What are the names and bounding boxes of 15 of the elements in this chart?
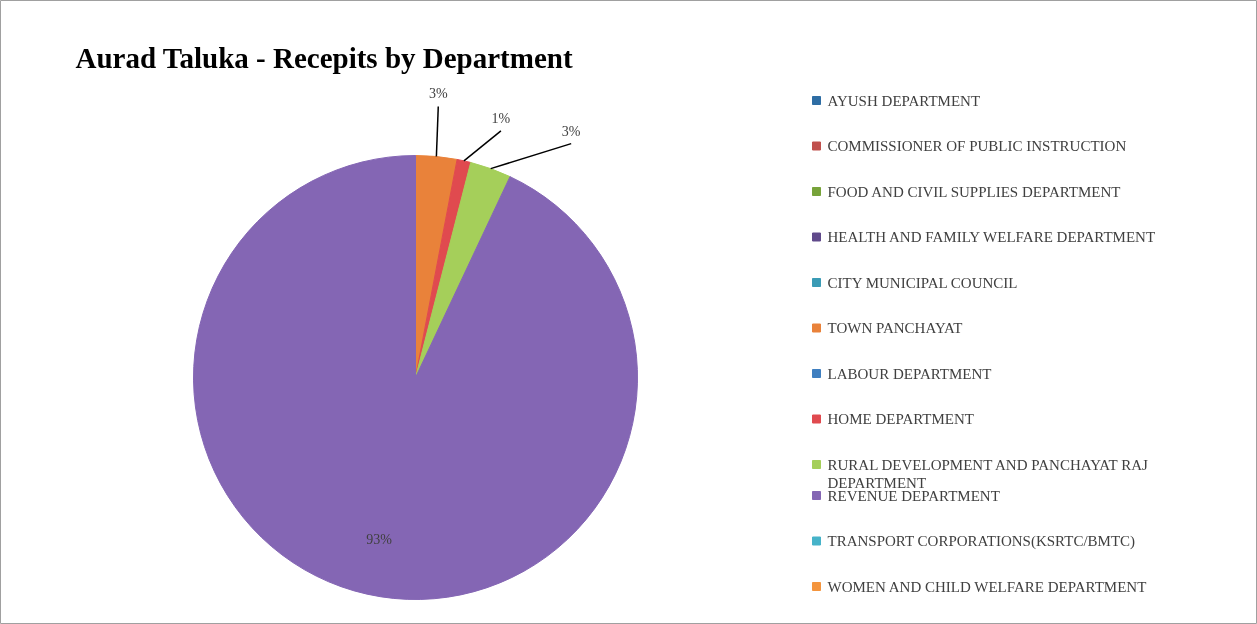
legend-label: HOME DEPARTMENT: [827, 411, 974, 427]
legend-label: LABOUR DEPARTMENT: [827, 365, 992, 382]
legend-label: COMMISSIONER OF PUBLIC INSTRUCTION: [827, 138, 1127, 154]
legend-label: WOMEN AND CHILD WELFARE DEPARTMENT: [827, 578, 1147, 595]
legend-label: CITY MUNICIPAL COUNCIL: [827, 274, 1018, 291]
chart-title: Aurad Taluka - Recepits by Department: [75, 41, 573, 74]
data-label: 3%: [428, 86, 448, 102]
data-label: 93%: [366, 532, 393, 548]
legend-label: TRANSPORT CORPORATIONS(KSRTC/BMTC): [827, 533, 1136, 550]
legend-label: AYUSH DEPARTMENT: [827, 92, 981, 109]
legend-label: FOOD AND CIVIL SUPPLIES DEPARTMENT: [827, 183, 1121, 200]
data-label: 1%: [491, 110, 511, 126]
data-label: 3%: [561, 123, 581, 139]
legend-label: TOWN PANCHAYAT: [827, 320, 963, 336]
legend-label: HEALTH AND FAMILY WELFARE DEPARTMENT: [827, 229, 1156, 245]
